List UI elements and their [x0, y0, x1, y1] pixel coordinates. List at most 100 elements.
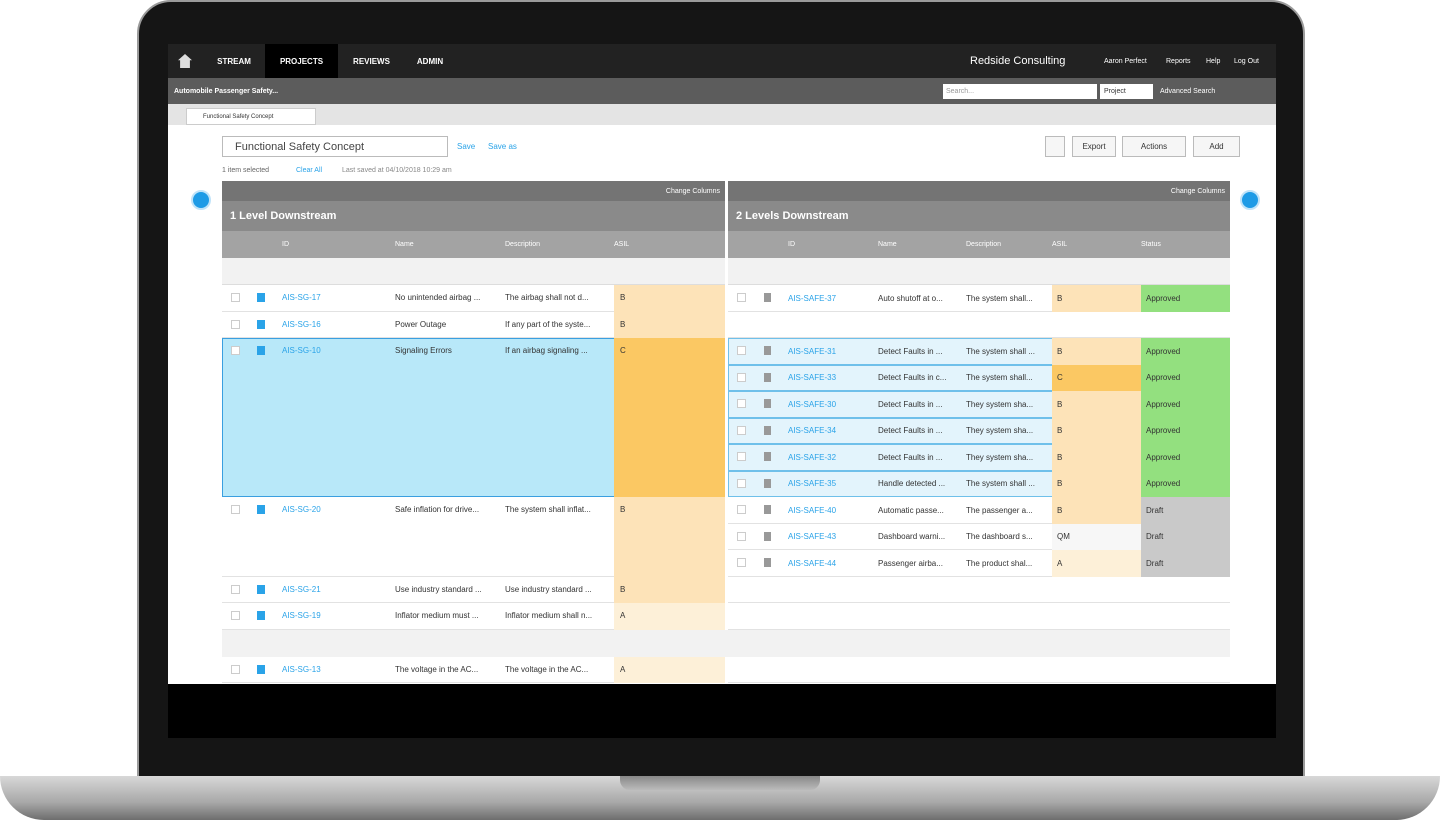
advanced-search[interactable]: Advanced Search [1160, 88, 1216, 95]
row-checkbox[interactable] [737, 293, 746, 302]
panel-title: 1 Level Downstream [222, 201, 725, 231]
row-checkbox[interactable] [737, 372, 746, 382]
row-checkbox[interactable] [737, 425, 746, 435]
user-link[interactable]: Reports [1166, 57, 1191, 65]
row-checkbox[interactable] [231, 293, 240, 302]
search-input[interactable]: Search... [943, 84, 1097, 99]
item-name: Power Outage [395, 319, 447, 329]
nav-item[interactable]: ADMIN [416, 56, 444, 66]
column-header[interactable]: Status [1141, 241, 1161, 248]
asil-cell: B [1052, 470, 1141, 497]
status-cell: Approved [1141, 444, 1230, 471]
change-columns[interactable]: Change Columns [665, 187, 720, 195]
item-name: Detect Faults in c... [878, 373, 947, 383]
item-id[interactable]: AIS-SAFE-44 [788, 558, 837, 568]
nav-item[interactable]: STREAM [217, 56, 251, 66]
save-link[interactable]: Save [457, 142, 476, 151]
item-name: Detect Faults in ... [878, 346, 943, 356]
asil-cell: B [614, 497, 725, 577]
asil-cell: A [614, 656, 725, 683]
item-id[interactable]: AIS-SAFE-31 [788, 346, 837, 356]
item-id[interactable]: AIS-SAFE-30 [788, 399, 837, 409]
user-link[interactable]: Help [1206, 57, 1221, 65]
item-description: If an airbag signaling ... [505, 346, 588, 355]
add-button[interactable]: Add [1193, 136, 1240, 157]
item-id[interactable]: AIS-SG-16 [282, 319, 321, 329]
user-link[interactable]: Aaron Perfect [1104, 57, 1147, 65]
item-name: Automatic passe... [878, 505, 944, 515]
column-header[interactable]: ASIL [614, 241, 630, 248]
search-scope[interactable]: Project [1100, 84, 1153, 99]
clear-all-link[interactable]: Clear All [296, 166, 323, 174]
item-id[interactable]: AIS-SG-10 [282, 346, 321, 355]
item-id[interactable]: AIS-SG-21 [282, 584, 321, 594]
item-id[interactable]: AIS-SG-20 [282, 505, 321, 514]
nav-bar [168, 44, 1276, 78]
item-id[interactable]: AIS-SAFE-40 [788, 505, 837, 515]
item-icon [257, 346, 265, 355]
column-header-row [222, 231, 725, 258]
column-header[interactable]: Name [878, 241, 897, 248]
view-select[interactable]: Functional Safety Concept [222, 136, 448, 157]
item-icon [257, 293, 265, 302]
nav-item[interactable]: REVIEWS [353, 56, 390, 66]
row-checkbox[interactable] [231, 584, 240, 594]
column-header[interactable]: Name [395, 241, 414, 248]
blank-row [728, 258, 1230, 285]
project-name[interactable]: Automobile Passenger Safety... [174, 87, 279, 95]
user-link[interactable]: Log Out [1234, 57, 1259, 65]
row-checkbox[interactable] [737, 346, 746, 355]
asil-cell: B [614, 285, 725, 312]
item-id[interactable]: AIS-SAFE-37 [788, 293, 837, 303]
asil-cell: A [1052, 550, 1141, 577]
item-icon [764, 293, 771, 302]
item-id[interactable]: AIS-SAFE-33 [788, 373, 837, 383]
item-name: Inflator medium must ... [395, 611, 479, 620]
row-checkbox[interactable] [231, 611, 240, 620]
column-header[interactable]: ID [788, 241, 795, 248]
item-id[interactable]: AIS-SG-13 [282, 664, 321, 674]
item-description: The product shal... [966, 558, 1033, 568]
nav-item[interactable]: PROJECTS [265, 44, 338, 78]
item-id[interactable]: AIS-SAFE-43 [788, 532, 837, 542]
change-columns[interactable]: Change Columns [1170, 187, 1225, 195]
tab[interactable]: Functional Safety Concept [186, 108, 316, 125]
column-header[interactable]: Description [505, 241, 541, 248]
item-id[interactable]: AIS-SG-17 [282, 293, 321, 302]
item-icon [764, 425, 771, 435]
row-checkbox[interactable] [737, 478, 746, 488]
row-checkbox[interactable] [231, 664, 240, 674]
item-id[interactable]: AIS-SAFE-35 [788, 479, 837, 489]
row-checkbox[interactable] [737, 505, 746, 514]
item-id[interactable]: AIS-SAFE-32 [788, 452, 837, 462]
blank-row [222, 258, 725, 285]
item-icon [764, 372, 771, 382]
export-button[interactable]: Export [1072, 136, 1116, 157]
panel-title: 2 Levels Downstream [728, 201, 1230, 231]
refresh-button[interactable] [1045, 136, 1065, 157]
row-checkbox[interactable] [737, 399, 746, 408]
row-checkbox[interactable] [737, 558, 746, 567]
asil-cell: QM [1052, 523, 1141, 550]
expand-right-button[interactable] [1240, 190, 1260, 210]
blank-row [222, 629, 1230, 657]
item-description: The airbag shall not d... [505, 293, 589, 302]
expand-left-button[interactable] [191, 190, 211, 210]
row-checkbox[interactable] [231, 505, 240, 514]
save-as-link[interactable]: Save as [488, 142, 517, 151]
row-checkbox[interactable] [737, 531, 746, 541]
row-checkbox[interactable] [231, 346, 240, 355]
item-id[interactable]: AIS-SAFE-34 [788, 426, 837, 436]
item-icon [764, 346, 771, 355]
item-icon [257, 664, 265, 674]
column-header[interactable]: ID [282, 241, 289, 248]
column-header[interactable]: ASIL [1052, 241, 1068, 248]
item-id[interactable]: AIS-SG-19 [282, 611, 321, 620]
row-checkbox[interactable] [737, 452, 746, 461]
column-header[interactable]: Description [966, 241, 1002, 248]
row-checkbox[interactable] [231, 319, 240, 329]
asil-cell: B [614, 311, 725, 338]
actions-button[interactable]: Actions [1122, 136, 1186, 157]
item-description: The voltage in the AC... [505, 664, 589, 674]
home-icon[interactable] [178, 54, 192, 68]
